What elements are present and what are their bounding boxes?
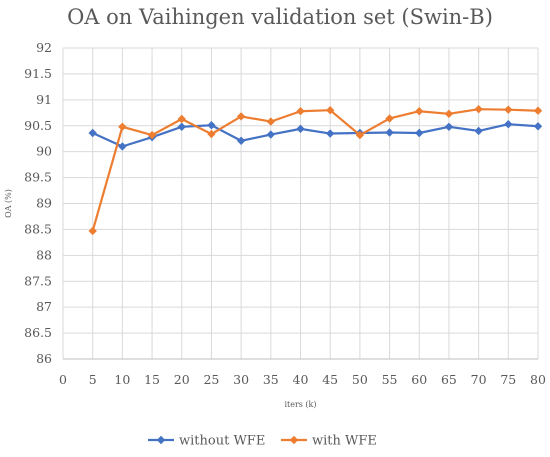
chart-title: OA on Vaihingen validation set (Swin-B) [67, 5, 493, 29]
legend-label: with WFE [312, 434, 377, 449]
y-tick-label: 92 [36, 40, 52, 55]
data-point [504, 105, 513, 114]
data-point [236, 136, 246, 145]
data-point [533, 106, 543, 115]
data-point [444, 109, 454, 119]
data-point [118, 142, 127, 151]
data-point [296, 124, 305, 134]
y-tick-label: 88.5 [24, 221, 52, 236]
y-tick-label: 91 [36, 92, 52, 107]
x-tick-label: 55 [382, 372, 398, 387]
data-point [266, 117, 276, 126]
data-point [355, 130, 365, 140]
series-2 [88, 104, 543, 236]
gridlines [62, 47, 539, 360]
data-point [474, 104, 483, 114]
x-tick-label: 60 [411, 372, 427, 387]
y-tick-label: 89.5 [24, 170, 52, 185]
x-tick-label: 20 [174, 372, 190, 387]
x-tick-label: 65 [441, 372, 457, 387]
data-point [415, 128, 424, 138]
x-tick-label: 30 [233, 372, 249, 387]
legend-label: without WFE [179, 434, 265, 449]
data-point [533, 122, 543, 131]
x-tick-label: 40 [293, 372, 309, 387]
x-tick-label: 25 [203, 372, 219, 387]
y-tick-label: 88 [36, 247, 52, 262]
x-tick-label: 80 [530, 372, 546, 387]
data-point [444, 122, 454, 131]
y-axis-label: OA (%) [4, 189, 13, 218]
data-point [504, 119, 513, 129]
data-point [207, 129, 216, 139]
data-point [147, 130, 157, 140]
x-tick-label: 5 [89, 372, 97, 387]
y-tick-label: 87 [36, 299, 52, 314]
x-tick-label: 0 [59, 372, 67, 387]
data-point [88, 128, 97, 138]
data-point [474, 126, 483, 136]
data-point [177, 122, 186, 131]
y-tick-labels: 86 86.5 87 87.5 88 88.5 89 89.5 90 90.5 91 91.5 92 [24, 40, 52, 366]
y-tick-label: 86 [36, 351, 52, 366]
data-point [207, 121, 216, 130]
x-tick-label: 50 [352, 372, 368, 387]
data-point [118, 122, 127, 131]
legend-swatch-marker [289, 435, 299, 445]
series-line [92, 123, 539, 148]
x-tick-label: 75 [500, 372, 516, 387]
legend-item: with WFE [281, 434, 377, 449]
y-tick-label: 90.5 [24, 118, 52, 133]
series-1 [88, 119, 543, 151]
x-tick-label: 35 [263, 372, 279, 387]
data-point [296, 107, 305, 116]
data-point [385, 128, 394, 137]
data-point [177, 114, 186, 124]
x-tick-label: 10 [114, 372, 130, 387]
data-point [266, 130, 276, 139]
y-tick-label: 90 [36, 144, 52, 159]
x-tick-labels: 0 5 10 15 20 25 30 35 40 45 50 55 60 65 70 75 80 [59, 372, 546, 387]
x-tick-label: 15 [144, 372, 160, 387]
y-tick-label: 91.5 [24, 66, 52, 81]
y-tick-label: 86.5 [24, 325, 52, 340]
x-tick-label: 45 [322, 372, 338, 387]
legend-item: without WFE [148, 434, 265, 449]
y-tick-label: 89 [36, 196, 52, 211]
data-point [385, 114, 394, 123]
legend: without WFE with WFE [148, 434, 377, 449]
data-point [236, 112, 246, 121]
data-point [88, 226, 97, 236]
data-point [325, 129, 335, 138]
y-tick-label: 87.5 [24, 273, 52, 288]
series-layer [88, 104, 543, 236]
data-point [415, 107, 424, 116]
x-tick-label: 70 [471, 372, 487, 387]
legend-swatch-marker [156, 435, 166, 445]
data-point [325, 106, 335, 115]
series-line [91, 108, 539, 232]
x-axis-label: iters (k) [284, 400, 316, 409]
